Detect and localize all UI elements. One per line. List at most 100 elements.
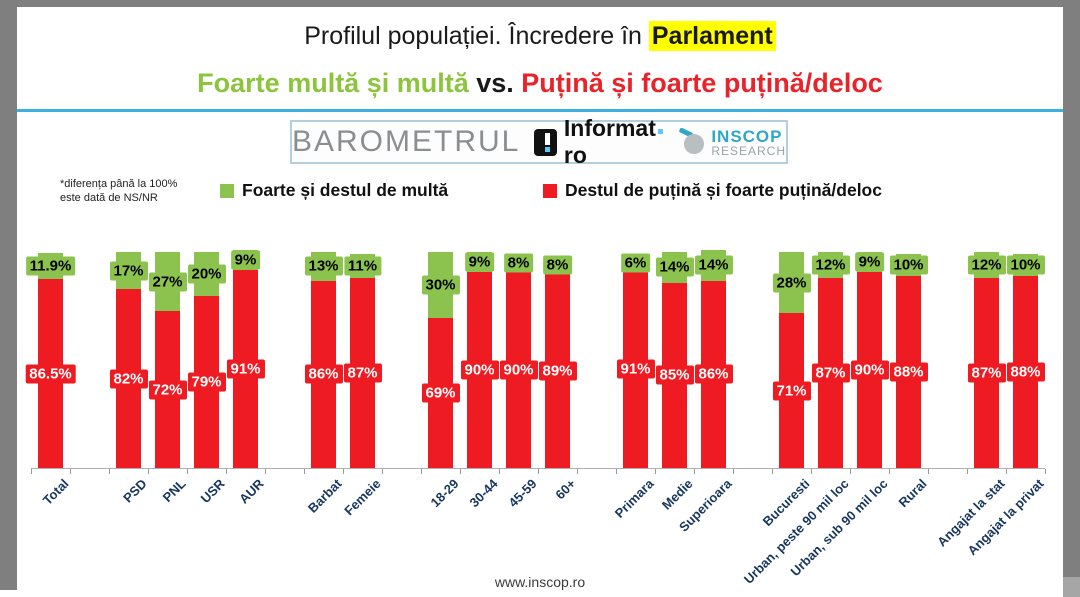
value-label-red-Barbat: 86% (304, 364, 343, 384)
page-subtitle: Foarte multă și multă vs. Puțină și foar… (17, 68, 1063, 99)
value-label-green-60+: 8% (542, 255, 573, 275)
value-label-green-PNL: 27% (148, 272, 187, 292)
x-axis-tick (343, 469, 344, 474)
x-axis-tick (265, 469, 266, 474)
x-axis-tick (1045, 469, 1046, 474)
informat-dot-icon (657, 129, 663, 134)
value-label-green-30-44: 9% (464, 252, 495, 272)
x-axis-tick (616, 469, 617, 474)
x-axis-tick (460, 469, 461, 474)
informat-logo-text: Informatro (564, 115, 667, 169)
value-label-green-PSD: 17% (109, 261, 148, 281)
value-label-red-Femeie: 87% (343, 363, 382, 383)
frame-strip-right-bottom (1063, 577, 1080, 597)
x-axis-tick (187, 469, 188, 474)
value-label-red-Rural: 88% (889, 362, 928, 382)
subtitle-green-part: Foarte multă și multă (197, 68, 469, 98)
value-label-red-Urban, sub 90 mil loc: 90% (850, 360, 889, 380)
value-label-green-Bucuresti: 28% (772, 273, 811, 293)
value-label-green-Angajat la privat: 10% (1006, 255, 1045, 275)
inscop-logo: INSCOP RESEARCH (678, 126, 786, 158)
logo-bar: BAROMETRUL Informatro INSCOP RESEARCH (290, 115, 788, 168)
magnifier-icon (678, 127, 707, 155)
x-axis-tick (928, 469, 929, 474)
x-axis-tick (772, 469, 773, 474)
value-label-green-Angajat la stat: 12% (967, 255, 1006, 275)
x-axis-tick (70, 469, 71, 474)
x-axis-tick (382, 469, 383, 474)
legend-item-red: Destul de puțină și foarte puțină/deloc (543, 180, 882, 201)
legend-green-label: Foarte și destul de multă (242, 180, 449, 200)
x-axis-tick (850, 469, 851, 474)
value-label-green-Urban, sub 90 mil loc: 9% (854, 252, 885, 272)
value-label-red-Angajat la stat: 87% (967, 363, 1006, 383)
x-axis-tick (421, 469, 422, 474)
value-label-green-USR: 20% (187, 264, 226, 284)
x-axis-tick (811, 469, 812, 474)
informat-logo: Informatro (534, 115, 667, 169)
x-axis-tick (109, 469, 110, 474)
value-label-red-30-44: 90% (460, 360, 499, 380)
title-text: Profilul populației. Încredere în (304, 22, 649, 50)
source-url: www.inscop.ro (494, 574, 586, 590)
x-axis-tick (226, 469, 227, 474)
value-label-green-Barbat: 13% (304, 256, 343, 276)
x-axis-tick (499, 469, 500, 474)
page-title: Profilul populației. Încredere în Parlam… (17, 21, 1063, 51)
value-label-red-USR: 79% (187, 372, 226, 392)
inscop-logo-text: INSCOP RESEARCH (711, 126, 786, 158)
value-label-green-Medie: 14% (655, 257, 694, 277)
x-axis-tick (733, 469, 734, 474)
x-axis-tick (655, 469, 656, 474)
value-label-green-Superioara: 14% (694, 255, 733, 275)
legend-green-swatch-icon (220, 183, 234, 198)
value-label-red-PSD: 82% (109, 369, 148, 389)
value-label-red-Superioara: 86% (694, 364, 733, 384)
value-label-green-Femeie: 11% (343, 256, 382, 276)
value-label-red-Total: 86.5% (25, 364, 76, 384)
frame-strip-right (1063, 0, 1080, 577)
informat-i-icon (534, 128, 557, 156)
value-label-red-45-59: 90% (499, 360, 538, 380)
barometrul-logo: BAROMETRUL (292, 125, 521, 158)
value-label-green-Urban, peste 90 mil loc: 12% (811, 255, 850, 275)
value-label-green-Primara: 6% (620, 253, 651, 273)
footnote: *diferența până la 100% este dată de NS/… (60, 178, 177, 206)
value-label-red-Primara: 91% (616, 359, 655, 379)
value-label-red-Medie: 85% (655, 365, 694, 385)
x-axis-tick (31, 469, 32, 474)
x-axis-line (31, 468, 1045, 469)
value-label-red-PNL: 72% (148, 380, 187, 400)
value-label-green-18-29: 30% (421, 275, 460, 295)
x-axis-tick (889, 469, 890, 474)
x-axis-tick (577, 469, 578, 474)
frame-strip-left (0, 0, 17, 590)
legend-item-green: Foarte și destul de multă (220, 180, 448, 201)
x-axis-tick (538, 469, 539, 474)
footnote-line1: *diferența până la 100% (60, 178, 178, 190)
x-axis-tick (304, 469, 305, 474)
value-label-red-18-29: 69% (421, 383, 460, 403)
value-label-red-Angajat la privat: 88% (1006, 362, 1045, 382)
value-label-red-60+: 89% (538, 361, 577, 381)
frame-strip-top (0, 0, 1080, 7)
value-label-red-Urban, peste 90 mil loc: 87% (811, 363, 850, 383)
x-axis-tick (694, 469, 695, 474)
value-label-red-AUR: 91% (226, 359, 265, 379)
x-axis-tick (1006, 469, 1007, 474)
subtitle-vs: vs. (468, 68, 522, 98)
value-label-green-45-59: 8% (503, 253, 534, 273)
divider-line (17, 109, 1063, 112)
value-label-green-Rural: 10% (889, 255, 928, 275)
x-axis-tick (967, 469, 968, 474)
title-highlight: Parlament (648, 21, 776, 51)
x-axis-tick (148, 469, 149, 474)
legend-red-swatch-icon (543, 183, 557, 198)
footnote-line2: este dată de NS/NR (60, 191, 158, 204)
value-label-green-AUR: 9% (230, 250, 261, 270)
value-label-red-Bucuresti: 71% (772, 381, 811, 401)
value-label-green-Total: 11.9% (25, 256, 76, 276)
legend-red-label: Destul de puțină și foarte puțină/deloc (565, 180, 882, 200)
